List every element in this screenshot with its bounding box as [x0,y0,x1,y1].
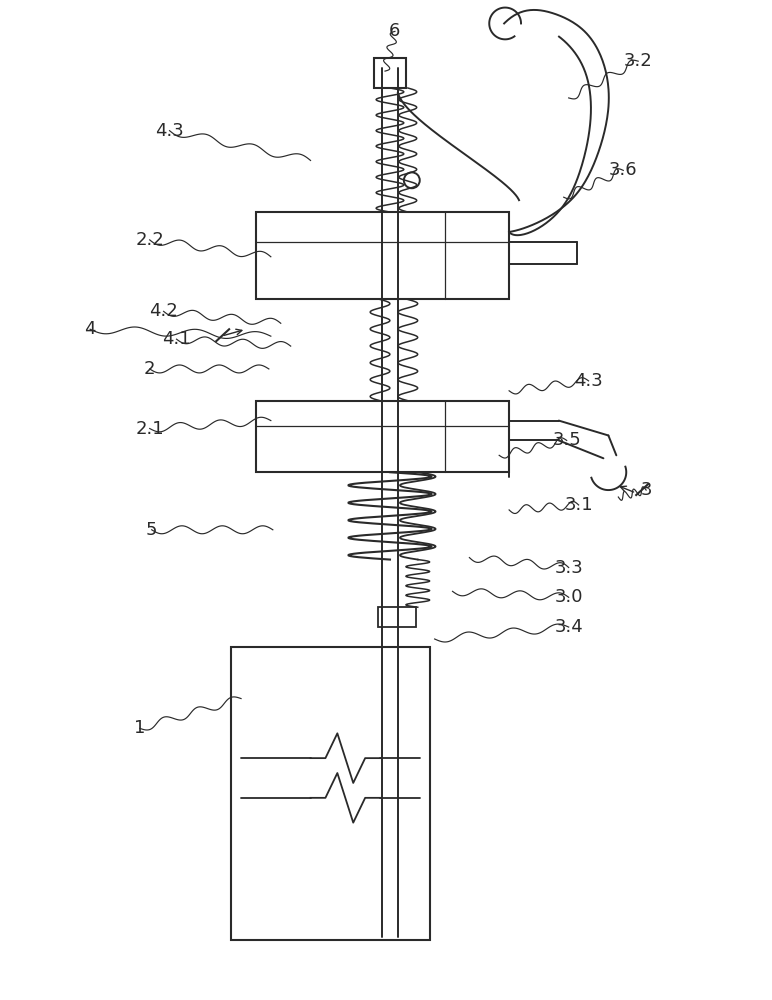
Bar [378,607,416,627]
Text: 2: 2 [144,360,155,378]
Text: 3.6: 3.6 [609,161,638,179]
Bar [374,58,406,88]
Text: 4: 4 [84,320,96,338]
Text: 2.1: 2.1 [135,420,164,438]
Text: 4.1: 4.1 [162,330,191,348]
Text: 5: 5 [146,521,157,539]
Text: 3.1: 3.1 [564,496,593,514]
Text: 3.4: 3.4 [554,618,583,636]
Text: 2.2: 2.2 [135,231,164,249]
Text: 6: 6 [389,22,401,40]
Text: 4.3: 4.3 [574,372,603,390]
Text: 4.3: 4.3 [155,122,184,140]
Text: 3.5: 3.5 [552,431,581,449]
Text: 3: 3 [640,481,652,499]
Text: 3.3: 3.3 [554,559,583,577]
Bar [231,647,430,940]
Text: 4.2: 4.2 [149,302,178,320]
Text: 3.2: 3.2 [624,52,652,70]
Bar [256,401,509,472]
Text: 1: 1 [134,719,145,737]
Bar [256,212,509,299]
Text: 3.0: 3.0 [554,588,583,606]
